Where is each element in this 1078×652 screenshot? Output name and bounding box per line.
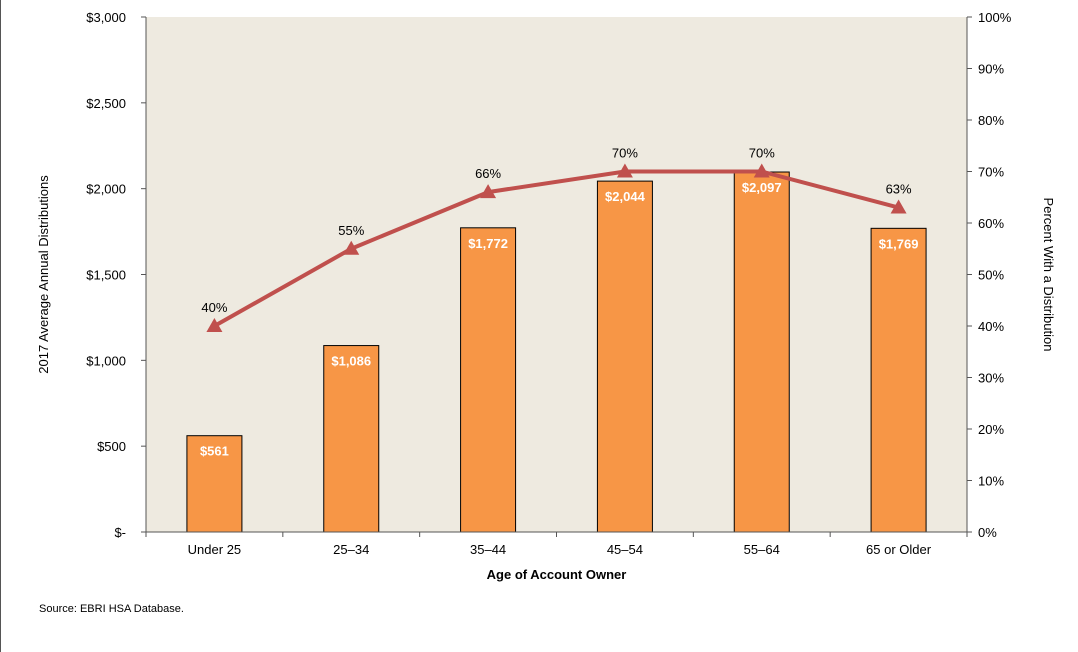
bar-value-label-1: $1,086 xyxy=(331,354,371,369)
y2-tick-label-5: 50% xyxy=(978,268,1004,283)
x-axis-title: Age of Account Owner xyxy=(487,567,627,582)
bar-4 xyxy=(733,171,790,533)
y2-tick-label-6: 60% xyxy=(978,216,1004,231)
bars-group: $561 $1,086 $1,772 $2,044 $2,097 $1,769 xyxy=(186,171,927,533)
percent-label-1: 55% xyxy=(338,223,364,238)
bar-value-label-0: $561 xyxy=(200,444,229,459)
y-tick-label-3: $1,500 xyxy=(86,268,126,283)
bar-5 xyxy=(870,227,927,533)
x-tick-label-3: 45–54 xyxy=(607,542,643,557)
line-marker-4 xyxy=(753,163,770,178)
line-marker-0 xyxy=(206,318,223,332)
bar-3 xyxy=(596,180,653,533)
y-tick-label-2: $1,000 xyxy=(86,353,126,368)
source-note: Source: EBRI HSA Database. xyxy=(39,603,184,615)
y2-tick-label-9: 90% xyxy=(978,62,1004,77)
x-tick-label-4: 55–64 xyxy=(744,542,780,557)
y2-tick-label-2: 20% xyxy=(978,422,1004,437)
line-marker-2 xyxy=(480,184,497,199)
y-tick-label-0: $- xyxy=(114,525,126,540)
bar-value-label-5: $1,769 xyxy=(879,236,919,251)
percent-label-2: 66% xyxy=(475,166,501,181)
x-tick-label-5: 65 or Older xyxy=(866,542,932,557)
percent-line xyxy=(213,169,900,328)
bar-0 xyxy=(186,435,243,533)
y-tick-label-5: $2,500 xyxy=(86,96,126,111)
y2-tick-label-3: 30% xyxy=(978,371,1004,386)
y2-tick-label-8: 80% xyxy=(978,113,1004,128)
line-series-group: 40% 55% 66% 70% 70% 63% xyxy=(201,146,912,332)
line-marker-3 xyxy=(616,163,633,178)
bar-value-label-4: $2,097 xyxy=(742,180,782,195)
y2-tick-label-4: 40% xyxy=(978,319,1004,334)
y-tick-label-6: $3,000 xyxy=(86,10,126,25)
y2-axis-title: Percent With a Distribution xyxy=(1041,198,1056,352)
y2-tick-label-7: 70% xyxy=(978,165,1004,180)
percent-label-5: 63% xyxy=(886,182,912,197)
y2-tick-label-0: 0% xyxy=(978,525,997,540)
y2-tick-label-10: 100% xyxy=(978,10,1012,25)
line-marker-5 xyxy=(890,199,907,214)
plot-area xyxy=(146,17,967,532)
percent-label-4: 70% xyxy=(749,146,775,161)
x-tick-label-0: Under 25 xyxy=(188,542,241,557)
y-tick-label-1: $500 xyxy=(97,439,126,454)
bar-value-label-3: $2,044 xyxy=(605,189,646,204)
bar-1 xyxy=(323,345,380,533)
x-tick-label-2: 35–44 xyxy=(470,542,506,557)
bar-value-label-2: $1,772 xyxy=(468,236,508,251)
axes-group: $- $500 $1,000 $1,500 $2,000 $2,500 $3,000 0% 10… xyxy=(86,10,1011,557)
x-tick-label-1: 25–34 xyxy=(333,542,369,557)
line-marker-1 xyxy=(343,240,360,255)
y2-tick-label-1: 10% xyxy=(978,474,1004,489)
y-axis-title: 2017 Average Annual Distributions xyxy=(36,175,51,374)
y-tick-label-4: $2,000 xyxy=(86,182,126,197)
bar-2 xyxy=(460,227,517,533)
percent-label-3: 70% xyxy=(612,146,638,161)
percent-label-0: 40% xyxy=(201,300,227,315)
